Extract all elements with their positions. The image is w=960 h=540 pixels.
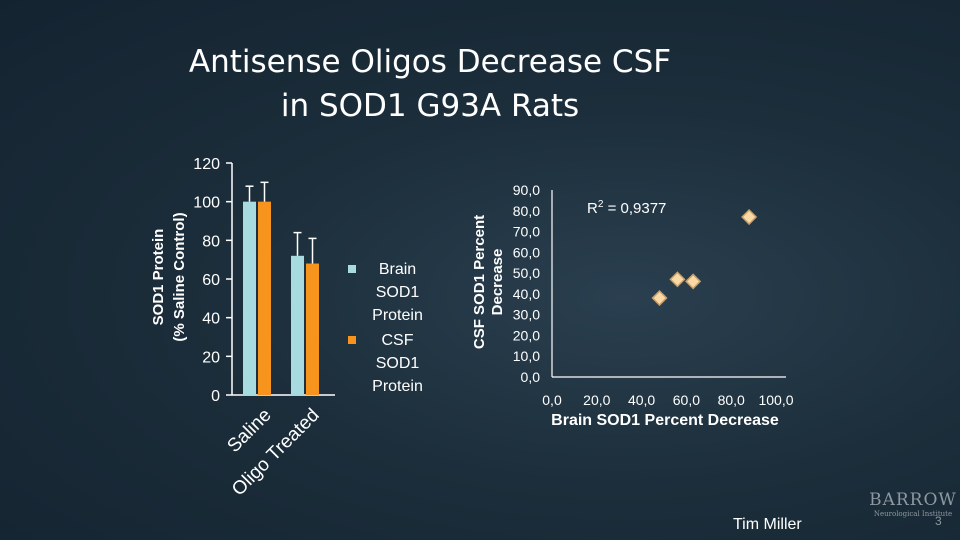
scatter-point: [651, 289, 668, 307]
bar-y-tick-label: 20: [202, 349, 220, 366]
scatter-y-tick-label: 50,0: [513, 265, 540, 281]
bar-ylabel-line1: SOD1 Protein: [150, 229, 167, 326]
bar-y-tick-label: 80: [202, 233, 220, 250]
legend-label-brain: Brain SOD1 Protein: [372, 261, 423, 324]
scatter-ylabel-line2: Decrease: [489, 249, 506, 316]
scatter-y-tick-label: 70,0: [513, 224, 540, 240]
scatter-chart: 0,0 10,0 20,0 30,0 40,0 50,0 60,0 70,0 80,0 90,0 0…: [513, 182, 794, 408]
scatter-y-tick-label: 80,0: [513, 203, 540, 219]
bar-csf: [258, 201, 271, 395]
r-squared-symbol: R: [587, 200, 598, 217]
scatter-x-tick-label: 100,0: [758, 392, 793, 408]
scatter-y-tick-label: 60,0: [513, 244, 540, 260]
scatter-xlabel: Brain SOD1 Percent Decrease: [551, 412, 779, 429]
scatter-point: [669, 271, 686, 288]
scatter-x-tick-label: 20,0: [583, 392, 610, 408]
legend-item-brain: Brain SOD1 Protein: [345, 258, 435, 327]
legend-swatch-brain: [348, 265, 356, 273]
author-name: Tim Miller: [733, 516, 802, 533]
bar-csf: [306, 263, 319, 395]
scatter-y-tick-label: 30,0: [513, 307, 540, 323]
legend-label-csf: CSF SOD1 Protein: [372, 332, 423, 395]
slide-title: Antisense Oligos Decrease CSF in SOD1 G9…: [120, 40, 740, 128]
bar-ylabel-line2: (% Saline Control): [171, 212, 188, 341]
scatter-y-tick-label: 90,0: [513, 182, 540, 198]
bar-legend: Brain SOD1 Protein CSF SOD1 Protein: [345, 258, 435, 400]
r-squared-value: = 0,9377: [603, 200, 666, 217]
scatter-y-tick-label: 40,0: [513, 286, 540, 302]
r-squared-annotation: R2 = 0,9377: [587, 199, 666, 217]
scatter-x-tick-label: 80,0: [718, 392, 745, 408]
r-squared-superscript: 2: [598, 199, 604, 210]
bar-y-tick-label: 120: [193, 156, 220, 173]
barrow-logo: BARROW Neurological Institute: [868, 490, 958, 519]
bar-y-tick-label: 100: [193, 195, 220, 212]
bar-brain: [291, 255, 304, 395]
legend-swatch-csf: [348, 336, 356, 344]
scatter-ylabel-line1: CSF SOD1 Percent: [471, 215, 488, 349]
bar-y-tick-label: 40: [202, 311, 220, 328]
logo-main-text: BARROW: [869, 490, 957, 510]
scatter-x-tick-label: 0,0: [542, 392, 562, 408]
scatter-y-tick-label: 0,0: [521, 369, 541, 385]
scatter-y-tick-label: 10,0: [513, 348, 540, 364]
scatter-x-tick-label: 60,0: [673, 392, 700, 408]
logo-sub-text: Neurological Institute: [873, 510, 953, 518]
slide-number: 3: [935, 514, 942, 528]
scatter-x-tick-label: 40,0: [628, 392, 655, 408]
bar-y-tick-label: 0: [211, 388, 220, 405]
bar-brain: [243, 201, 256, 395]
title-line-1: Antisense Oligos Decrease CSF: [188, 44, 672, 80]
legend-item-csf: CSF SOD1 Protein: [345, 329, 435, 398]
bar-y-tick-label: 60: [202, 272, 220, 289]
scatter-y-tick-label: 20,0: [513, 327, 540, 343]
title-line-2: in SOD1 G93A Rats: [280, 88, 580, 124]
scatter-point: [741, 208, 758, 226]
scatter-point: [685, 273, 702, 290]
